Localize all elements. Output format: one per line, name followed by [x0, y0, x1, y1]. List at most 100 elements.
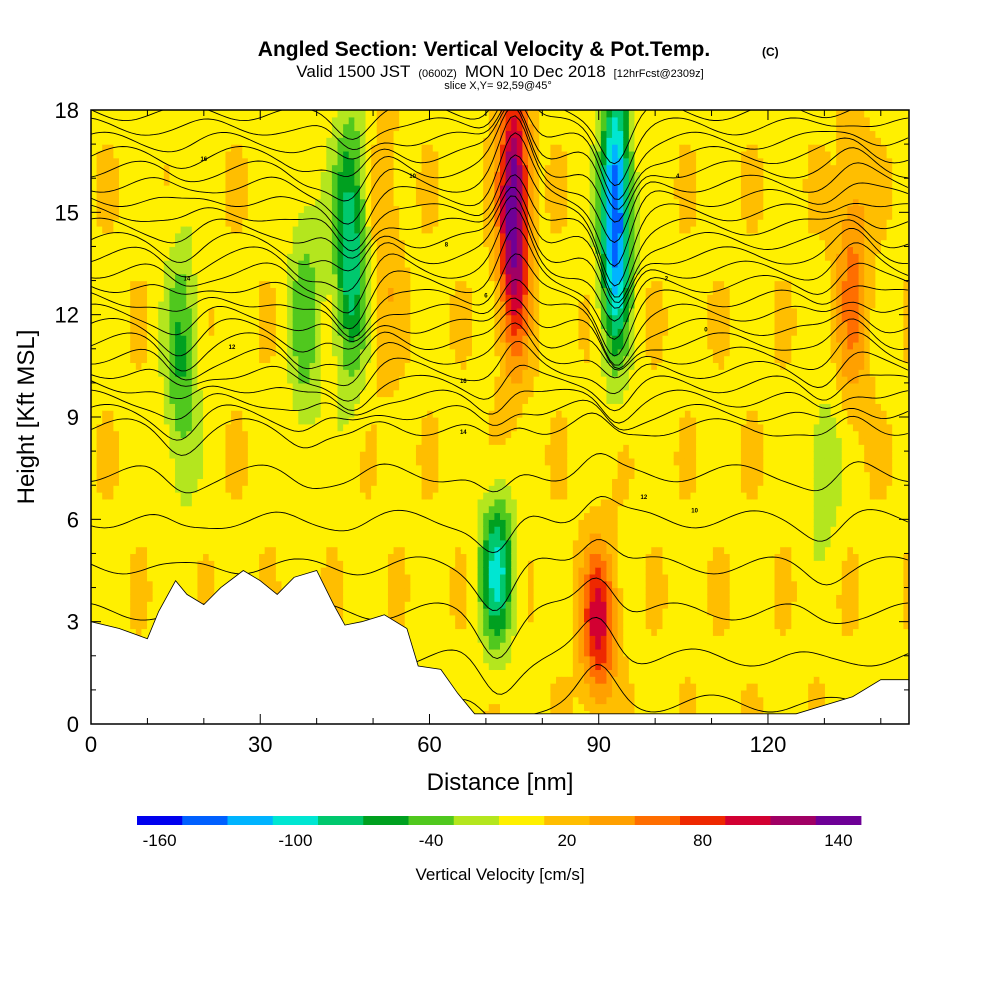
velocity-cell	[331, 157, 339, 166]
velocity-cell	[331, 594, 339, 602]
velocity-cell	[303, 505, 311, 514]
velocity-cell	[231, 144, 238, 152]
velocity-cell	[292, 116, 299, 125]
velocity-cell	[203, 573, 210, 582]
chart-subtitle: Valid 1500 JST (0600Z) MON 10 Dec 2018 […	[296, 62, 703, 81]
velocity-cell	[163, 553, 171, 561]
velocity-cell	[163, 144, 171, 152]
velocity-cell	[191, 253, 199, 261]
velocity-cell	[113, 451, 120, 459]
velocity-cell	[264, 137, 271, 145]
velocity-cell	[376, 253, 383, 261]
velocity-cell	[320, 287, 327, 295]
velocity-cell	[158, 376, 165, 384]
velocity-cell	[208, 273, 215, 282]
velocity-cell	[309, 239, 316, 248]
velocity-cell	[203, 567, 210, 575]
velocity-cell	[169, 580, 176, 589]
velocity-cell	[399, 526, 406, 534]
velocity-cell	[348, 150, 355, 159]
velocity-cell	[91, 266, 98, 275]
velocity-cell	[337, 471, 344, 479]
velocity-cell	[348, 307, 355, 316]
velocity-cell	[107, 546, 115, 555]
velocity-cell	[259, 553, 266, 561]
velocity-cell	[393, 369, 400, 377]
velocity-cell	[130, 621, 137, 630]
velocity-cell	[315, 246, 322, 254]
velocity-cell	[225, 348, 232, 357]
velocity-cell	[354, 273, 361, 282]
velocity-cell	[331, 369, 339, 377]
velocity-cell	[169, 328, 176, 336]
velocity-cell	[113, 253, 120, 261]
velocity-cell	[219, 219, 227, 227]
velocity-cell	[303, 451, 311, 459]
velocity-cell	[331, 492, 339, 500]
velocity-cell	[387, 417, 395, 425]
velocity-cell	[359, 512, 367, 520]
velocity-cell	[303, 191, 311, 200]
velocity-cell	[169, 498, 176, 507]
velocity-cell	[208, 362, 215, 370]
velocity-cell	[359, 205, 367, 213]
velocity-cell	[91, 567, 98, 575]
velocity-cell	[281, 287, 288, 295]
velocity-cell	[152, 178, 159, 186]
velocity-cell	[214, 430, 221, 439]
velocity-cell	[107, 403, 115, 411]
velocity-cell	[348, 157, 355, 166]
velocity-cell	[96, 280, 103, 288]
velocity-cell	[191, 587, 199, 595]
velocity-cell	[152, 546, 159, 555]
velocity-cell	[180, 492, 187, 500]
velocity-cell	[371, 369, 378, 377]
velocity-cell	[292, 341, 299, 350]
velocity-cell	[287, 205, 294, 213]
velocity-cell	[152, 532, 159, 541]
velocity-cell	[225, 451, 232, 459]
velocity-cell	[152, 294, 159, 302]
velocity-cell	[119, 273, 126, 282]
velocity-cell	[376, 457, 383, 466]
velocity-cell	[303, 437, 311, 445]
velocity-cell	[197, 478, 204, 486]
velocity-cell	[242, 444, 249, 452]
velocity-cell	[359, 437, 367, 445]
velocity-cell	[320, 150, 327, 159]
velocity-cell	[91, 191, 98, 200]
velocity-cell	[393, 567, 400, 575]
velocity-cell	[371, 144, 378, 152]
velocity-cell	[337, 389, 344, 398]
velocity-cell	[376, 164, 383, 172]
velocity-cell	[259, 314, 266, 323]
velocity-cell	[315, 185, 322, 193]
velocity-cell	[96, 246, 103, 254]
velocity-cell	[270, 389, 277, 398]
velocity-cell	[326, 171, 333, 179]
velocity-cell	[135, 185, 143, 193]
velocity-cell	[191, 369, 199, 377]
velocity-cell	[387, 573, 395, 582]
velocity-cell	[158, 396, 165, 404]
velocity-cell	[359, 321, 367, 329]
velocity-cell	[247, 150, 255, 159]
velocity-cell	[107, 239, 115, 248]
velocity-cell	[147, 417, 154, 425]
velocity-cell	[275, 294, 283, 302]
velocity-cell	[287, 362, 294, 370]
velocity-cell	[219, 185, 227, 193]
velocity-cell	[180, 396, 187, 404]
velocity-cell	[382, 498, 389, 507]
velocity-cell	[141, 137, 148, 145]
velocity-cell	[371, 157, 378, 166]
velocity-cell	[225, 144, 232, 152]
velocity-cell	[387, 444, 395, 452]
velocity-cell	[191, 382, 199, 391]
velocity-cell	[354, 526, 361, 534]
velocity-cell	[393, 294, 400, 302]
velocity-cell	[253, 212, 260, 220]
velocity-cell	[253, 389, 260, 398]
velocity-cell	[141, 185, 148, 193]
velocity-cell	[343, 157, 350, 166]
